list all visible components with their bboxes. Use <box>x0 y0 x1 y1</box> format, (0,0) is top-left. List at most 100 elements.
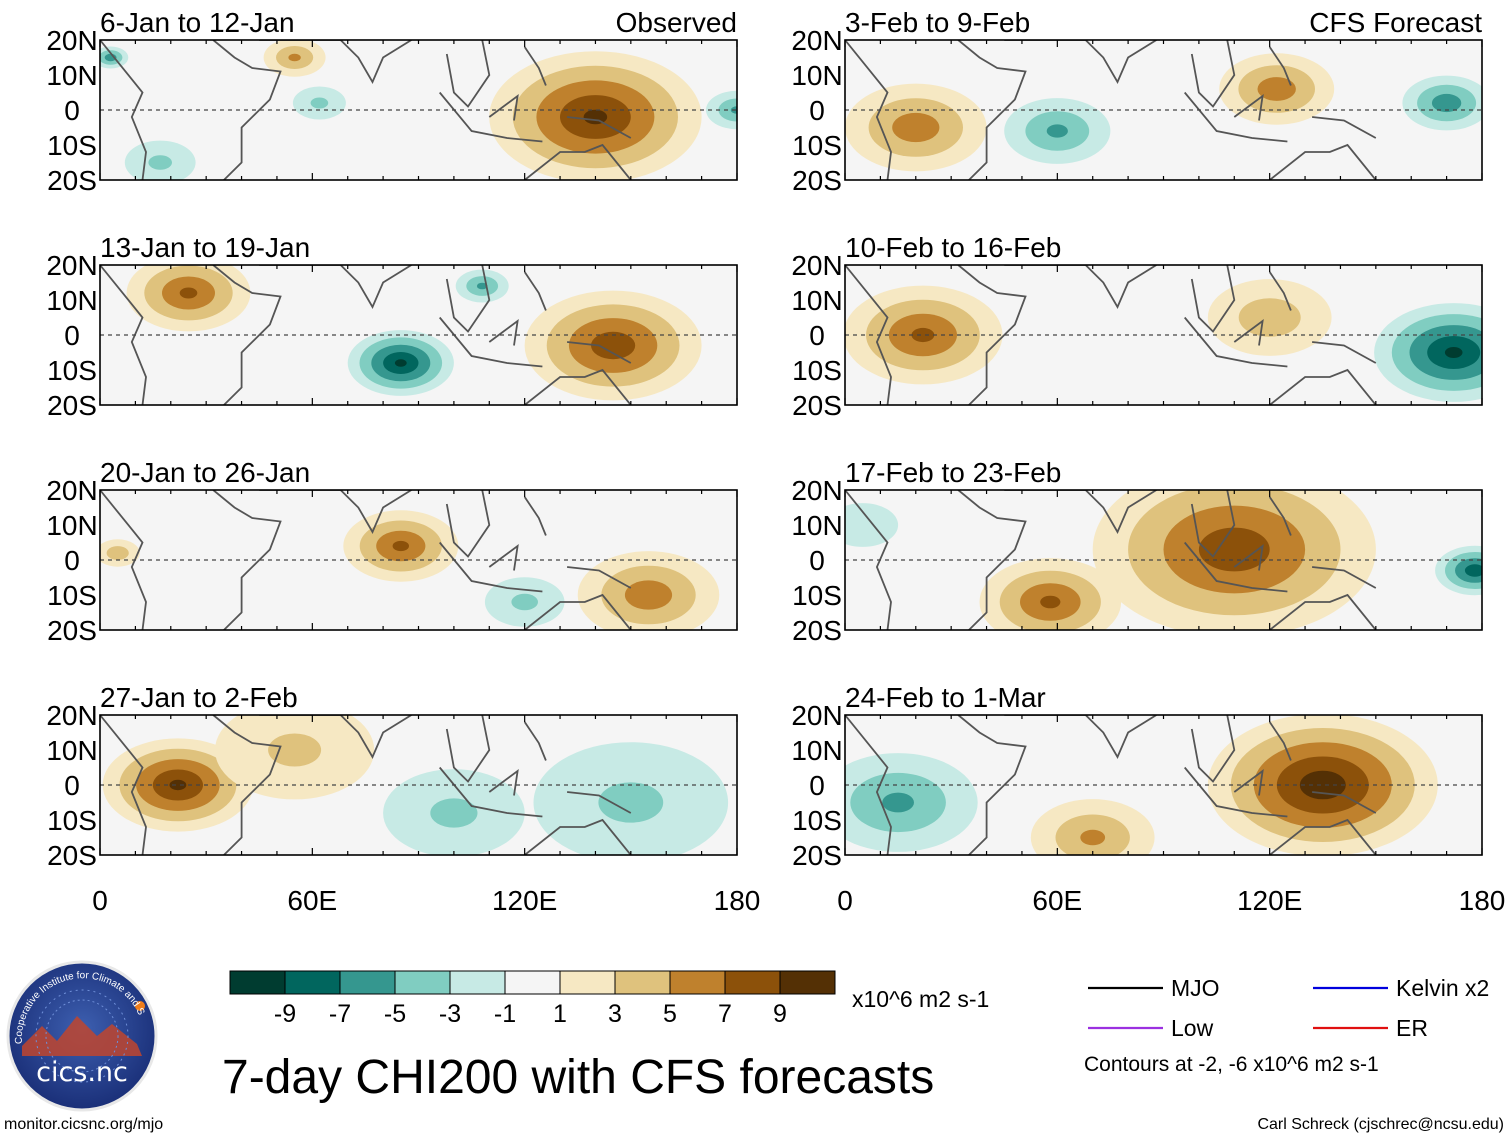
coastline-australia <box>1269 818 1377 855</box>
y-tick-label: 0 <box>64 95 80 126</box>
anomaly-contour-band <box>179 287 198 299</box>
credit-author: Carl Schreck (cjschrec@ncsu.edu) <box>1257 1116 1504 1133</box>
y-tick-label: 20S <box>792 840 842 871</box>
coastline-africa-east <box>957 40 1027 180</box>
y-tick-label: 10N <box>46 60 97 91</box>
panel-title: 3-Feb to 9-Feb <box>845 7 1030 38</box>
panel-corner-label: CFS Forecast <box>1309 7 1482 38</box>
coastline-indonesia <box>439 91 543 143</box>
y-tick-label: 20S <box>47 165 97 196</box>
coastline-se-asia <box>445 715 491 783</box>
coastline-se-asia <box>1190 265 1236 333</box>
figure-title: 7-day CHI200 with CFS forecasts <box>222 1051 935 1104</box>
y-tick-label: 10N <box>791 285 842 316</box>
coastline-africa-west <box>100 40 147 180</box>
x-tick-label: 0 <box>92 885 108 916</box>
coastline-indonesia <box>439 316 543 368</box>
y-tick-label: 0 <box>809 320 825 351</box>
panel-title: 27-Jan to 2-Feb <box>100 682 298 713</box>
anomaly-contour-band <box>288 53 301 62</box>
anomaly-contour-band <box>1299 770 1346 800</box>
coastline-africa-east <box>957 715 1027 855</box>
anomaly-contour-band <box>1080 829 1106 846</box>
anomaly-contour-band <box>1444 347 1463 358</box>
y-tick-label: 20S <box>792 615 842 646</box>
y-tick-label: 20N <box>791 475 842 506</box>
contour-legend: MJO Kelvin x2 Low ER <box>1088 975 1489 1041</box>
colorbar-swatch <box>724 970 781 995</box>
coastline-south-asia <box>1004 40 1157 84</box>
coastline-australia <box>1269 368 1377 405</box>
y-tick-label: 0 <box>64 545 80 576</box>
y-tick-label: 20S <box>47 615 97 646</box>
legend-label: Kelvin x2 <box>1396 975 1489 1001</box>
coastlines <box>845 40 1377 180</box>
panel-corner-label: Observed <box>616 7 737 38</box>
coastlines <box>100 715 632 855</box>
colorbar-label: -7 <box>329 1000 351 1028</box>
legend-label: ER <box>1396 1015 1428 1041</box>
coastline-africa-west <box>100 490 147 630</box>
x-tick-label: 180 <box>714 885 761 916</box>
coastline-philippines <box>1268 721 1292 761</box>
y-tick-label: 20N <box>791 25 842 56</box>
anomaly-field <box>845 715 1438 855</box>
colorbar-swatch <box>229 970 286 995</box>
coastline-africa-west <box>100 715 147 855</box>
coastline-borneo <box>488 768 519 796</box>
coastline-south-asia <box>259 265 412 309</box>
coastline-australia <box>524 818 632 855</box>
y-tick-label: 10N <box>46 735 97 766</box>
colorbar-swatch <box>614 970 671 995</box>
y-tick-label: 20N <box>46 475 97 506</box>
coastline-africa-west <box>845 40 892 180</box>
cicsnc-logo: cics.nc Cooperative Institute for Climat… <box>6 960 158 1112</box>
anomaly-contour-band <box>583 109 608 125</box>
panel-title: 13-Jan to 19-Jan <box>100 232 310 263</box>
y-tick-label: 10N <box>791 60 842 91</box>
coastlines <box>100 265 632 405</box>
coastline-new-guinea <box>567 791 632 814</box>
anomaly-field <box>126 265 702 401</box>
colorbar-swatch <box>394 970 451 995</box>
anomaly-contour-band <box>1431 93 1462 113</box>
coastline-philippines <box>1268 496 1292 536</box>
coastline-se-asia <box>1190 490 1236 558</box>
y-tick-label: 10S <box>47 805 97 836</box>
anomaly-contour-band <box>511 593 538 611</box>
colorbar-label: -9 <box>274 1000 296 1028</box>
coastline-africa-east <box>212 490 282 630</box>
coastline-africa-west <box>845 265 892 405</box>
anomaly-contour-band <box>911 327 935 343</box>
coastline-africa-east <box>957 265 1027 405</box>
y-tick-label: 10N <box>46 510 97 541</box>
anomaly-field <box>845 490 1482 630</box>
colorbar-label: 3 <box>608 1000 622 1028</box>
y-tick-label: 10S <box>47 580 97 611</box>
coastline-se-asia <box>445 40 491 108</box>
coastline-new-guinea <box>567 341 632 364</box>
y-tick-label: 10S <box>792 580 842 611</box>
x-tick-label: 180 <box>1459 885 1506 916</box>
coastline-australia <box>1269 593 1377 630</box>
y-tick-label: 20S <box>47 390 97 421</box>
coastlines <box>845 265 1377 405</box>
legend-label: MJO <box>1171 975 1220 1001</box>
panel-grid: 6-Jan to 12-Jan Observed20N10N010S20S13-J… <box>46 7 1483 871</box>
colorbar-swatch <box>449 970 506 995</box>
coastline-borneo <box>488 318 519 346</box>
anomaly-contour-band <box>882 792 914 813</box>
anomaly-contour-band <box>598 782 664 823</box>
coastlines <box>100 490 632 630</box>
coastline-indonesia <box>1184 316 1288 368</box>
coastline-se-asia <box>445 265 491 333</box>
anomaly-field <box>100 40 737 180</box>
coastlines <box>845 715 1377 855</box>
x-tick-label: 60E <box>1032 885 1082 916</box>
x-tick-label: 120E <box>1237 885 1302 916</box>
coastline-new-guinea <box>1312 341 1377 364</box>
